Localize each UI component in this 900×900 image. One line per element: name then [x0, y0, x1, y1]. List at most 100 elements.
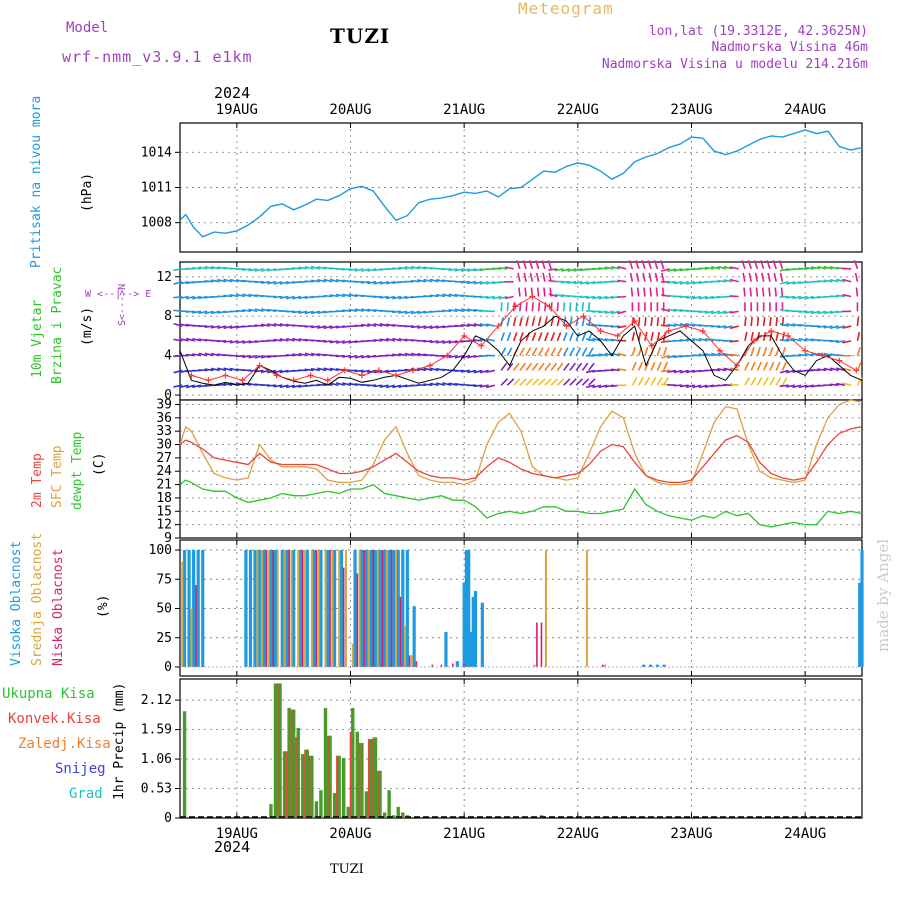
- total-precip-bar: [351, 707, 355, 818]
- wind-arrow: [248, 268, 258, 272]
- wind-arrow: [655, 287, 659, 297]
- wind-arrow: [729, 266, 739, 270]
- total-precip-bar: [332, 792, 337, 818]
- wind-arrow: [579, 280, 589, 285]
- wind-arrow: [173, 384, 183, 388]
- wind-arrow: [856, 317, 860, 327]
- wind-arrow: [298, 295, 308, 300]
- wind-arrow: [804, 266, 814, 270]
- wind-arrow: [292, 310, 302, 314]
- wind-arrow: [660, 272, 665, 282]
- mid-cloud-bar: [376, 550, 379, 667]
- wind-arrow: [473, 280, 483, 285]
- wind-arrow: [762, 331, 767, 342]
- wind-arrow: [279, 369, 289, 374]
- wind-arrow: [673, 268, 683, 272]
- wind-arrow: [829, 325, 839, 330]
- wind-arrow: [373, 280, 383, 285]
- wind-arrow: [792, 295, 802, 300]
- xtick-label-top: 21AUG: [443, 102, 485, 118]
- wind-arrow: [460, 280, 470, 284]
- wind-arrow: [435, 325, 446, 329]
- clouds-ytick-label: 75: [156, 572, 172, 587]
- wind-arrow: [235, 293, 245, 298]
- wind-arrow: [610, 265, 621, 270]
- wind-arrow: [460, 369, 470, 373]
- wind-arrow: [644, 361, 650, 371]
- wind-arrow: [569, 362, 576, 371]
- wind-arrow: [525, 317, 529, 327]
- wind-arrow: [629, 272, 634, 282]
- wind-arrow: [698, 310, 708, 314]
- wind-arrow: [392, 353, 402, 357]
- wind-arrow: [531, 362, 539, 371]
- wind-arrow: [588, 378, 596, 386]
- wind-arrow: [537, 362, 545, 371]
- wind-gust-marker: [341, 367, 348, 374]
- wind-arrow: [354, 324, 364, 327]
- high-cloud-bar: [480, 602, 484, 667]
- wind-arrow: [781, 331, 786, 342]
- wind-arrow: [354, 354, 364, 359]
- wind-arrow: [660, 268, 671, 272]
- wind-arrow: [563, 378, 571, 386]
- wind-arrow: [756, 346, 761, 356]
- mid-cloud-bar: [604, 664, 607, 667]
- wind-arrow: [323, 340, 333, 343]
- wind-arrow: [392, 384, 402, 389]
- wind-arrow: [656, 346, 661, 356]
- wind-arrow: [779, 272, 784, 282]
- conv-precip-bar: [358, 742, 361, 818]
- wind-arrow: [342, 354, 352, 358]
- wind-arrow: [342, 293, 352, 298]
- wind-arrow: [379, 295, 389, 299]
- wind-arrow: [310, 352, 321, 357]
- wind-arrow: [817, 280, 827, 283]
- wind-arrow: [404, 325, 414, 328]
- wind-arrow: [310, 367, 320, 372]
- high-cloud-bar: [353, 550, 357, 667]
- total-precip-bar: [282, 751, 287, 818]
- high-cloud-bar: [273, 550, 278, 667]
- wind-arrow: [217, 367, 227, 372]
- wind-arrow: [198, 352, 208, 357]
- high-cloud-bar: [187, 550, 191, 667]
- total-precip-bar: [337, 755, 341, 818]
- wind-arrow: [592, 384, 602, 389]
- wind-gust-marker: [461, 332, 468, 339]
- wind-arrow: [279, 295, 289, 299]
- wind-arrow: [467, 323, 477, 327]
- xtick-label-bottom: 21AUG: [443, 826, 485, 842]
- wind-arrow: [829, 340, 839, 343]
- high-cloud-bar: [860, 550, 864, 667]
- low-cloud-bar: [315, 550, 318, 667]
- wind-arrow: [617, 367, 627, 372]
- low-cloud-bar: [536, 622, 538, 667]
- low-cloud-bar: [602, 664, 604, 667]
- wind-arrow: [267, 384, 277, 387]
- total-precip-bar: [305, 749, 310, 818]
- wind-arrow: [656, 317, 660, 327]
- wind-arrow: [548, 293, 558, 298]
- wind-arrow: [823, 367, 833, 372]
- wind-arrow: [673, 384, 683, 387]
- wind-arrow: [198, 310, 208, 315]
- wind-arrow: [448, 382, 458, 386]
- wind-arrow: [567, 280, 577, 284]
- wind-arrow: [704, 295, 714, 300]
- wind-arrow: [254, 308, 264, 313]
- mid-cloud-bar: [190, 608, 193, 667]
- wind-arrow: [579, 295, 589, 299]
- wind-arrow: [410, 325, 420, 329]
- wind-arrow: [173, 295, 183, 299]
- wind-arrow: [679, 339, 689, 342]
- wind-arrow: [204, 352, 214, 357]
- wind-arrow: [667, 369, 677, 373]
- wind-arrow: [285, 384, 296, 389]
- low-cloud-bar: [301, 550, 304, 667]
- wind-arrow: [667, 280, 677, 284]
- wind-arrow: [804, 310, 814, 314]
- wind-arrow: [653, 260, 659, 270]
- low-cloud-bar: [356, 573, 359, 667]
- wind-arrow: [692, 354, 702, 357]
